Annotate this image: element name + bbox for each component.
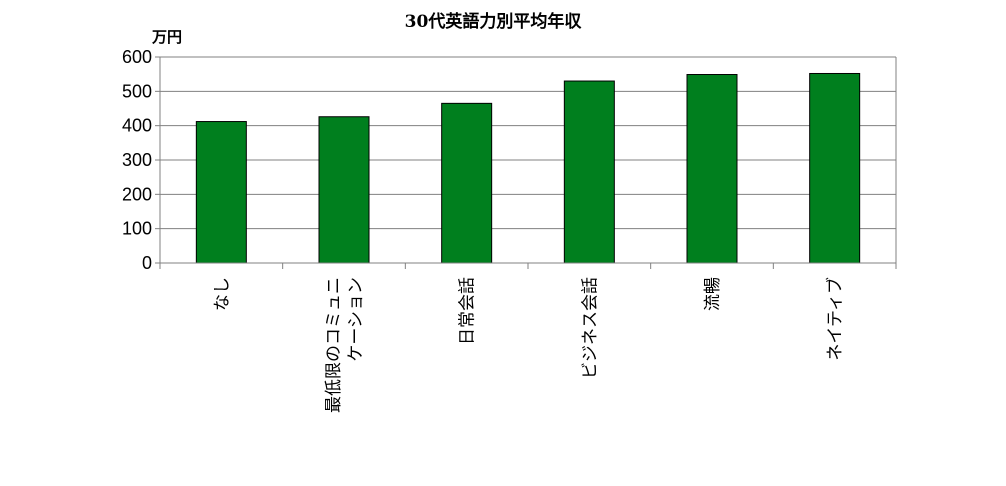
x-tick-label-line: ケーション bbox=[346, 277, 366, 362]
y-tick-label: 200 bbox=[122, 184, 152, 204]
chart-title: 30代英語力別平均年収 bbox=[405, 11, 583, 32]
x-tick-label-line: ビジネス会話 bbox=[580, 277, 600, 379]
y-tick-label: 400 bbox=[122, 116, 152, 136]
y-tick-label: 500 bbox=[122, 81, 152, 101]
x-tick-label: 日常会話 bbox=[458, 277, 478, 345]
bar bbox=[563, 80, 615, 264]
x-tick-label-line: ネイティブ bbox=[825, 277, 846, 361]
x-tick-label: なし bbox=[212, 277, 232, 311]
x-tick-label: ネイティブ bbox=[825, 277, 846, 361]
y-tick-labels: 0 100 200 300 400 500 600 bbox=[122, 47, 152, 273]
x-tick-label: 最低限のコミュニ ケーション bbox=[324, 277, 366, 413]
y-tick-label: 300 bbox=[122, 150, 152, 170]
x-tick-label-line: 最低限のコミュニ bbox=[324, 277, 344, 413]
axes bbox=[155, 56, 897, 269]
bar bbox=[686, 74, 738, 264]
x-tick-label: ビジネス会話 bbox=[580, 277, 600, 379]
x-tick-label-line: 流暢 bbox=[703, 277, 723, 311]
y-tick-label: 0 bbox=[142, 253, 152, 273]
x-tick-label-line: 日常会話 bbox=[458, 277, 478, 345]
y-tick-label: 100 bbox=[122, 219, 152, 239]
x-tick-label-line: なし bbox=[212, 277, 232, 311]
bars bbox=[195, 72, 861, 264]
x-tick-labels: なし 最低限のコミュニ ケーション 日常会話 ビジネス会話 流暢 ネイティブ bbox=[212, 277, 845, 413]
y-unit-label: 万円 bbox=[151, 28, 182, 46]
bar bbox=[195, 121, 247, 264]
bar bbox=[318, 116, 370, 264]
y-tick-label: 600 bbox=[122, 47, 152, 67]
x-tick-label: 流暢 bbox=[703, 277, 723, 311]
gridlines bbox=[160, 56, 896, 230]
bar bbox=[441, 102, 493, 264]
bar bbox=[809, 72, 861, 264]
